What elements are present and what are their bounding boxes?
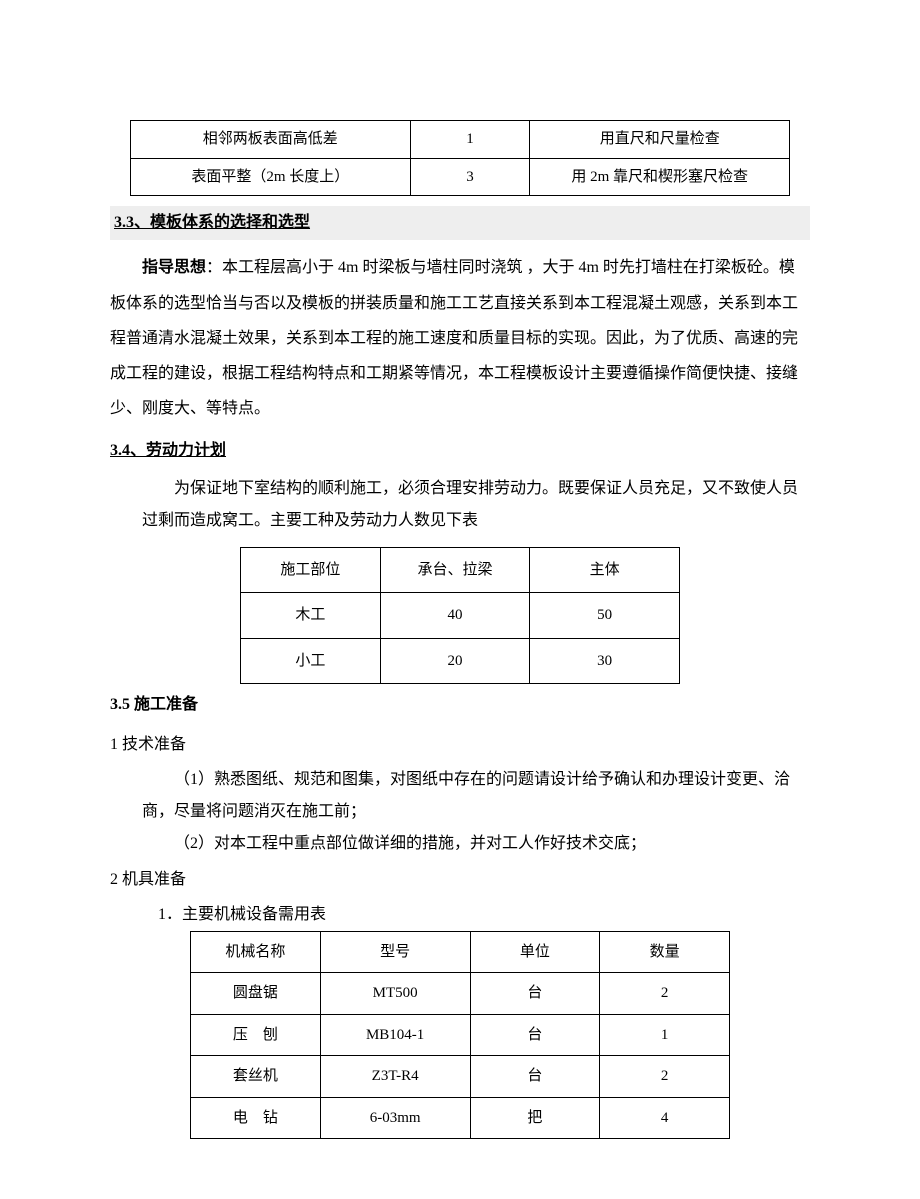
section-3-4-heading: 3.4、劳动力计划 xyxy=(110,436,810,466)
cell: 表面平整（2m 长度上） xyxy=(131,158,411,196)
cell: MB104-1 xyxy=(320,1014,470,1056)
guidance-text: ：本工程层高小于 4m 时梁板与墙柱同时浇筑 ，大于 4m 时先打墙柱在打梁板砼… xyxy=(110,259,798,417)
table-row: 小工 20 30 xyxy=(241,638,680,684)
cell: 圆盘锯 xyxy=(191,973,321,1015)
table-row: 压 刨 MB104-1 台 1 xyxy=(191,1014,730,1056)
cell: 台 xyxy=(470,973,600,1015)
item-1-p1: （1）熟悉图纸、规范和图集，对图纸中存在的问题请设计给予确认和办理设计变更、洽商… xyxy=(142,764,810,828)
cell: 2 xyxy=(600,973,730,1015)
table-row: 相邻两板表面高低差 1 用直尺和尺量检查 xyxy=(131,121,790,159)
item-1-title: 1 技术准备 xyxy=(110,727,810,762)
cell: 型号 xyxy=(320,931,470,973)
cell: 台 xyxy=(470,1014,600,1056)
section-3-5-heading: 3.5 施工准备 xyxy=(110,690,810,720)
cell: 1 xyxy=(600,1014,730,1056)
cell: 压 刨 xyxy=(191,1014,321,1056)
cell: 4 xyxy=(600,1097,730,1139)
equipment-table: 机械名称 型号 单位 数量 圆盘锯 MT500 台 2 压 刨 MB104-1 … xyxy=(190,931,730,1140)
cell: 小工 xyxy=(241,638,381,684)
cell: 2 xyxy=(600,1056,730,1098)
cell: Z3T-R4 xyxy=(320,1056,470,1098)
equip-caption: 1．主要机械设备需用表 xyxy=(158,899,810,931)
cell: 主体 xyxy=(530,547,680,593)
table-row: 电 钻 6-03mm 把 4 xyxy=(191,1097,730,1139)
item-1-p2: （2）对本工程中重点部位做详细的措施，并对工人作好技术交底； xyxy=(142,828,810,860)
cell: 相邻两板表面高低差 xyxy=(131,121,411,159)
table-row: 表面平整（2m 长度上） 3 用 2m 靠尺和楔形塞尺检查 xyxy=(131,158,790,196)
cell: 套丝机 xyxy=(191,1056,321,1098)
labor-table: 施工部位 承台、拉梁 主体 木工 40 50 小工 20 30 xyxy=(240,547,680,685)
cell: 30 xyxy=(530,638,680,684)
cell: 用 2m 靠尺和楔形塞尺检查 xyxy=(530,158,790,196)
table-row: 施工部位 承台、拉梁 主体 xyxy=(241,547,680,593)
cell: 电 钻 xyxy=(191,1097,321,1139)
cell: MT500 xyxy=(320,973,470,1015)
cell: 数量 xyxy=(600,931,730,973)
cell: 木工 xyxy=(241,593,381,639)
table-row: 木工 40 50 xyxy=(241,593,680,639)
item-2-title: 2 机具准备 xyxy=(110,862,810,897)
table-row: 机械名称 型号 单位 数量 xyxy=(191,931,730,973)
cell: 50 xyxy=(530,593,680,639)
section-3-3-heading: 3.3、模板体系的选择和选型 xyxy=(110,206,810,240)
cell: 40 xyxy=(380,593,530,639)
cell: 施工部位 xyxy=(241,547,381,593)
table-row: 套丝机 Z3T-R4 台 2 xyxy=(191,1056,730,1098)
section-3-3-paragraph: 指导思想：本工程层高小于 4m 时梁板与墙柱同时浇筑 ，大于 4m 时先打墙柱在… xyxy=(110,250,810,426)
cell: 台 xyxy=(470,1056,600,1098)
cell: 把 xyxy=(470,1097,600,1139)
guidance-label: 指导思想 xyxy=(142,259,206,276)
cell: 承台、拉梁 xyxy=(380,547,530,593)
cell: 1 xyxy=(410,121,530,159)
cell: 3 xyxy=(410,158,530,196)
cell: 6-03mm xyxy=(320,1097,470,1139)
section-3-4-intro: 为保证地下室结构的顺利施工，必须合理安排劳动力。既要保证人员充足，又不致使人员过… xyxy=(142,473,810,537)
cell: 20 xyxy=(380,638,530,684)
cell: 用直尺和尺量检查 xyxy=(530,121,790,159)
cell: 单位 xyxy=(470,931,600,973)
cell: 机械名称 xyxy=(191,931,321,973)
top-deviation-table: 相邻两板表面高低差 1 用直尺和尺量检查 表面平整（2m 长度上） 3 用 2m… xyxy=(130,120,790,196)
table-row: 圆盘锯 MT500 台 2 xyxy=(191,973,730,1015)
